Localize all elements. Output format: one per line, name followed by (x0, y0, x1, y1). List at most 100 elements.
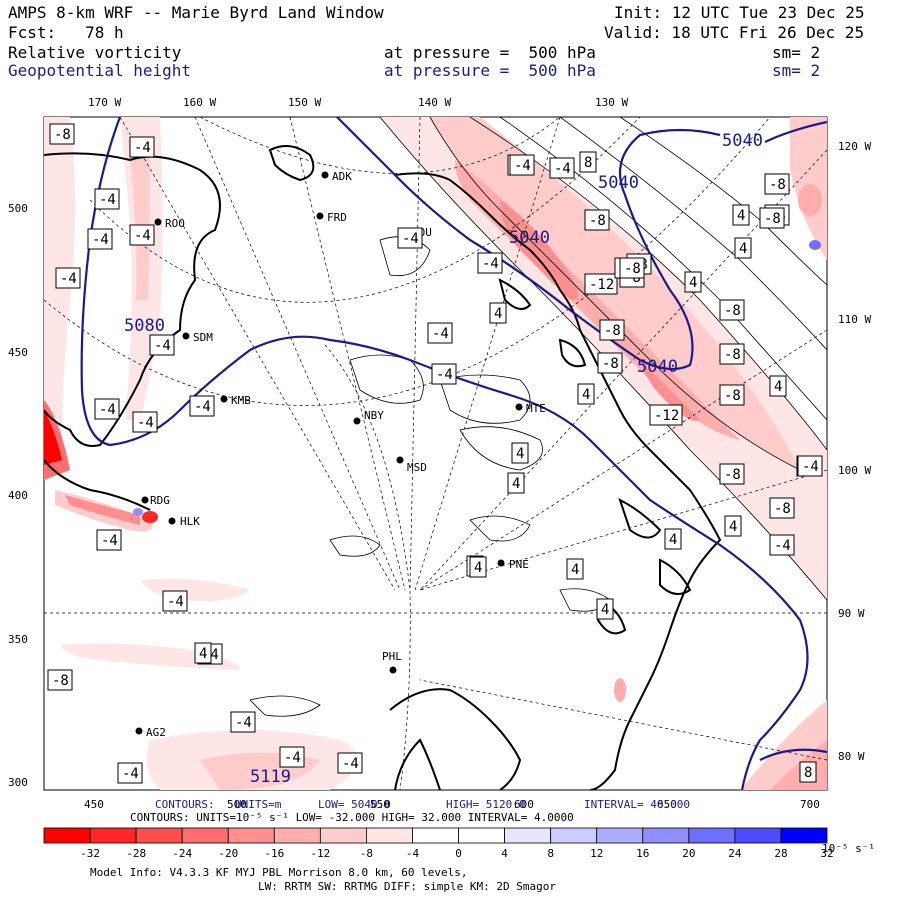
vorticity-label-text: -4 (482, 256, 499, 272)
vorticity-label: -4 (55, 267, 81, 289)
station-label: SDM (193, 331, 213, 344)
vorticity-label: -8 (719, 384, 745, 406)
vorticity-label-text: -4 (802, 459, 819, 475)
vorticity-label-text: -4 (99, 192, 116, 208)
vorticity-label-text: -8 (624, 261, 641, 277)
vorticity-label: -4 (279, 746, 305, 768)
vorticity-label-text: -4 (167, 594, 184, 610)
vorticity-label-text: -4 (194, 399, 211, 415)
height-contour-info-low: LOW= 5040.0 (318, 798, 391, 811)
vorticity-label-text: 4 (571, 562, 579, 578)
vorticity-label-text: 4 (512, 476, 520, 492)
x-tick-label: 650 (657, 798, 677, 811)
vorticity-label: -8 (764, 173, 790, 195)
vorticity-label-text: -4 (436, 367, 453, 383)
vorticity-label: -8 (719, 299, 745, 321)
vorticity-label: -4 (189, 395, 215, 417)
colorbar-swatch (227, 827, 275, 844)
vorticity-label: -4 (477, 252, 503, 274)
vorticity-label-text: -4 (60, 271, 77, 287)
axis-labels: 170 W 160 W 150 W 140 W 130 W 120 W 110 … (8, 96, 871, 811)
vorticity-label: -8 (719, 343, 745, 365)
station-label: PNE (509, 558, 529, 571)
station-label: NBY (364, 409, 384, 422)
plot-title: AMPS 8-km WRF -- Marie Byrd Land Window (8, 3, 384, 22)
vorticity-label: -8 (584, 209, 610, 231)
height-contour-info-units: UNITS=m (235, 798, 282, 811)
vorticity-label: 4 (734, 237, 752, 259)
lon-label-top: 150 W (288, 96, 321, 109)
y-tick-label: 350 (8, 633, 28, 646)
vorticity-label: -4 (549, 157, 575, 179)
colorbar-swatch (780, 827, 828, 844)
vorticity-label-text: -8 (602, 356, 619, 372)
colorbar-tick-label: -28 (126, 847, 146, 860)
colorbar-swatch (181, 827, 229, 844)
vorticity-label: 4 (507, 472, 525, 494)
vorticity-label-text: 4 (516, 446, 524, 462)
vorticity-label: 4 (596, 598, 614, 620)
station-hlk: HLK (168, 515, 200, 528)
colorbar-swatch (504, 827, 552, 844)
colorbar-swatch (43, 827, 91, 844)
vorticity-label: -4 (87, 228, 113, 250)
vorticity-label-text: -8 (589, 213, 606, 229)
vorticity-label-text: -8 (774, 501, 791, 517)
colorbar-swatch (642, 827, 690, 844)
field1-smoothing: sm= 2 (772, 43, 821, 62)
contour-info: CONTOURS: UNITS=m LOW= 5040.0 HIGH= 5120… (130, 798, 690, 824)
field2-name: Geopotential height (8, 61, 192, 80)
vorticity-label: 4 (489, 302, 507, 324)
vorticity-label-text: -8 (769, 177, 786, 193)
vorticity-labels: -8 -4 -4 -4 -4 -4 -4 -4 -4 -4 -4 -4 -4 -8 -4 -4 -4 -4 -4 -4… (47, 123, 823, 784)
vorticity-contour-info: CONTOURS: UNITS=10⁻⁵ s⁻¹ LOW= -32.000 HI… (130, 811, 574, 824)
height-contours (80, 117, 827, 790)
vorticity-label: -12 (584, 273, 618, 295)
vorticity-label: -4 (427, 322, 453, 344)
lon-label-right: 90 W (838, 607, 865, 620)
vorticity-label-text: -8 (54, 127, 71, 143)
colorbar-tick-label: 16 (636, 847, 649, 860)
field2-level: at pressure = 500 hPa (384, 61, 596, 80)
lon-label-right: 110 W (838, 313, 871, 326)
station-msd: MSD (396, 456, 427, 474)
colorbar-tick-label: -4 (406, 847, 420, 860)
vorticity-label-text: -4 (554, 161, 571, 177)
vorticity-label-text: 4 (774, 379, 782, 395)
vorticity-label: -8 (47, 669, 73, 691)
vorticity-label: -8 (49, 123, 75, 145)
colorbar-tick-label: -12 (310, 847, 330, 860)
height-contour-info-label: CONTOURS: (155, 798, 215, 811)
vorticity-label-text: -8 (604, 323, 621, 339)
vorticity-label-text: -4 (137, 415, 154, 431)
colorbar-swatch (458, 827, 505, 844)
vorticity-label: -4 (129, 224, 155, 246)
vorticity-label-text: -4 (284, 750, 301, 766)
vorticity-label: -4 (769, 534, 795, 556)
vorticity-label: -4 (149, 334, 175, 356)
station-sdm: SDM (182, 331, 213, 344)
station-roo: ROO (154, 217, 185, 230)
y-tick-label: 400 (8, 489, 28, 502)
station-label: HLK (180, 515, 200, 528)
vorticity-label: -12 (649, 404, 683, 426)
lon-label-right: 100 W (838, 464, 871, 477)
height-label: 5040 (509, 228, 550, 248)
x-tick-label: 550 (370, 798, 390, 811)
vorticity-label-text: 8 (584, 155, 592, 171)
model-info-line1: Model Info: V4.3.3 KF MYJ PBL Morrison 8… (90, 866, 468, 879)
field1-level: at pressure = 500 hPa (384, 43, 596, 62)
height-label: 5040 (722, 131, 763, 151)
vorticity-label: -4 (509, 154, 535, 176)
y-tick-label: 450 (8, 346, 28, 359)
station-kmb: KMB (220, 394, 251, 407)
x-tick-label: 500 (227, 798, 247, 811)
station-mte: MTE (515, 402, 546, 415)
station-ag2: AG2 (135, 726, 166, 739)
vorticity-label-text: 4 (689, 275, 697, 291)
colorbar-tick-label: 4 (501, 847, 508, 860)
vorticity-label: 4 (511, 442, 529, 464)
colorbar-swatch (734, 827, 782, 844)
vorticity-label-text: -8 (724, 388, 741, 404)
